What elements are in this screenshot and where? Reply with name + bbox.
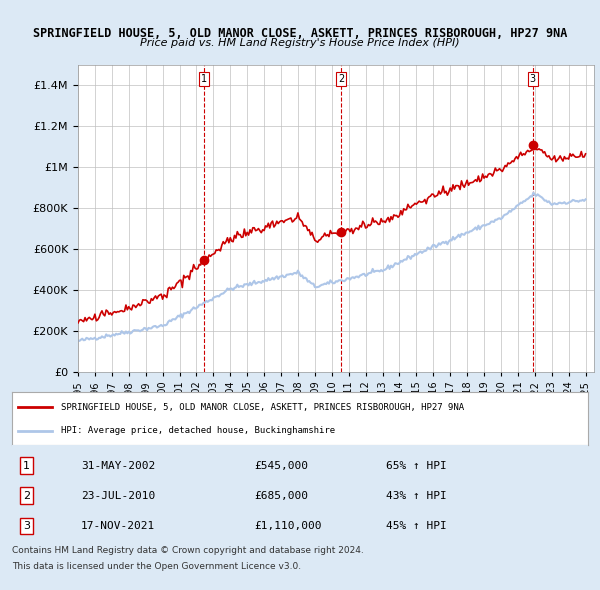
- Text: 2: 2: [338, 74, 344, 84]
- Text: 1: 1: [200, 74, 206, 84]
- Text: 43% ↑ HPI: 43% ↑ HPI: [386, 491, 447, 501]
- Text: 45% ↑ HPI: 45% ↑ HPI: [386, 521, 447, 531]
- Text: 65% ↑ HPI: 65% ↑ HPI: [386, 461, 447, 471]
- Text: Price paid vs. HM Land Registry's House Price Index (HPI): Price paid vs. HM Land Registry's House …: [140, 38, 460, 48]
- Text: 3: 3: [530, 74, 536, 84]
- Text: 3: 3: [23, 521, 30, 531]
- Text: £1,110,000: £1,110,000: [254, 521, 322, 531]
- Text: 1: 1: [23, 461, 30, 471]
- Text: SPRINGFIELD HOUSE, 5, OLD MANOR CLOSE, ASKETT, PRINCES RISBOROUGH, HP27 9NA: SPRINGFIELD HOUSE, 5, OLD MANOR CLOSE, A…: [33, 27, 567, 40]
- Text: 31-MAY-2002: 31-MAY-2002: [81, 461, 155, 471]
- Text: SPRINGFIELD HOUSE, 5, OLD MANOR CLOSE, ASKETT, PRINCES RISBOROUGH, HP27 9NA: SPRINGFIELD HOUSE, 5, OLD MANOR CLOSE, A…: [61, 403, 464, 412]
- Text: HPI: Average price, detached house, Buckinghamshire: HPI: Average price, detached house, Buck…: [61, 426, 335, 435]
- Text: 2: 2: [23, 491, 30, 501]
- Text: £685,000: £685,000: [254, 491, 308, 501]
- Text: Contains HM Land Registry data © Crown copyright and database right 2024.: Contains HM Land Registry data © Crown c…: [12, 546, 364, 555]
- Text: This data is licensed under the Open Government Licence v3.0.: This data is licensed under the Open Gov…: [12, 562, 301, 571]
- Text: 23-JUL-2010: 23-JUL-2010: [81, 491, 155, 501]
- Text: £545,000: £545,000: [254, 461, 308, 471]
- Text: 17-NOV-2021: 17-NOV-2021: [81, 521, 155, 531]
